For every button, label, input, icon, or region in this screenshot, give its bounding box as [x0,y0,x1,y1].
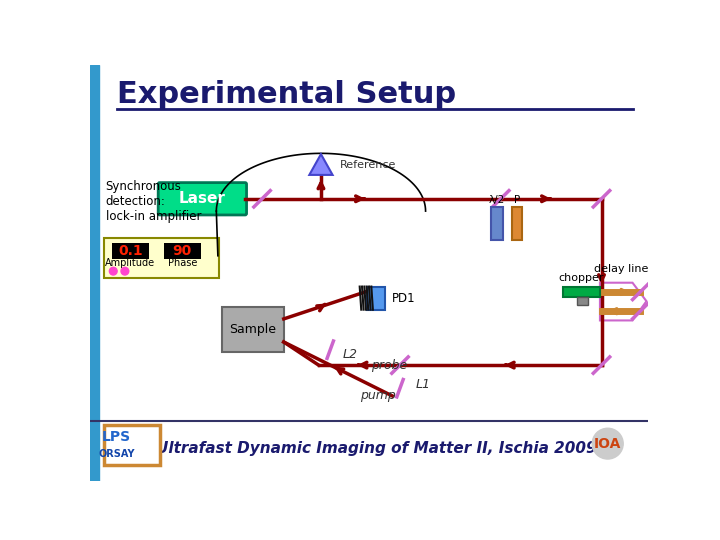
Text: IOA: IOA [594,437,621,451]
Bar [104,238,219,278]
Text: PD1: PD1 [392,292,416,305]
Text: 90: 90 [173,244,192,258]
Bar [563,287,600,296]
Text: ORSAY: ORSAY [98,449,135,458]
Bar [112,244,149,259]
Bar [492,207,503,240]
Text: Laser: Laser [179,191,226,206]
Text: Amplitude: Amplitude [105,259,156,268]
Text: Experimental Setup: Experimental Setup [117,79,456,109]
Text: Reference: Reference [340,160,396,170]
Text: probe: probe [371,359,407,372]
Circle shape [121,267,129,275]
Text: Synchronous
detection:
lock-in amplifier: Synchronous detection: lock-in amplifier [106,180,201,224]
Text: L2: L2 [343,348,358,361]
Text: chopper: chopper [559,273,604,284]
Bar [90,65,99,481]
Polygon shape [367,287,384,309]
Circle shape [109,267,117,275]
Text: 0.1: 0.1 [118,244,143,258]
Text: pump: pump [360,389,395,402]
Text: λ/2: λ/2 [489,195,505,205]
Bar [104,425,160,465]
Bar [513,207,522,240]
Text: LPS: LPS [102,430,131,444]
Text: delay line: delay line [594,264,648,274]
Circle shape [593,428,624,459]
Bar [222,307,284,352]
Bar [577,296,588,305]
Text: P: P [514,195,520,205]
Text: Sample: Sample [229,323,276,336]
Text: Phase: Phase [168,259,197,268]
Text: L1: L1 [415,378,431,391]
Text: Ultrafast Dynamic Imaging of Matter II, Ischia 2009: Ultrafast Dynamic Imaging of Matter II, … [156,441,597,456]
Polygon shape [310,154,333,175]
Bar [163,244,201,259]
FancyBboxPatch shape [158,183,246,215]
